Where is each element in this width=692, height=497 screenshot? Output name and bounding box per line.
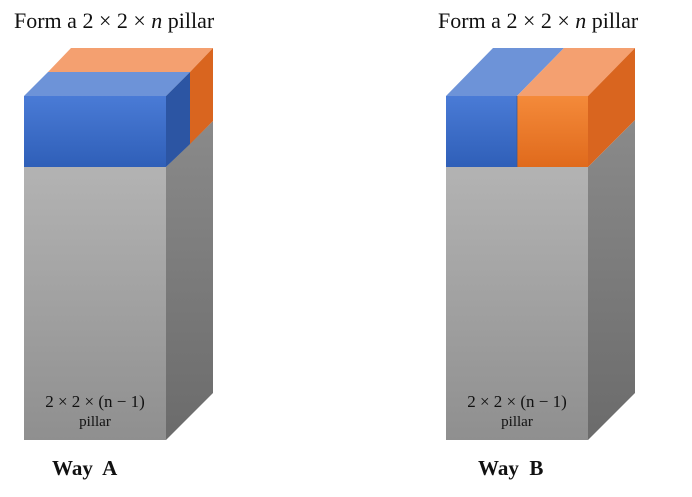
- blue-block-front: [446, 96, 517, 167]
- base-side-face: [588, 120, 635, 440]
- title-prefix: Form a 2 × 2 ×: [14, 8, 152, 33]
- title-way-a: Form a 2 × 2 × n pillar: [14, 8, 214, 34]
- blue-layer-top: [24, 72, 190, 96]
- orange-layer-top: [48, 48, 213, 72]
- blue-layer-side: [166, 72, 190, 167]
- base-label-way-b: 2 × 2 × (n − 1) pillar: [446, 392, 588, 432]
- title-variable: n: [575, 8, 587, 33]
- orange-block-side: [588, 48, 635, 167]
- title-prefix: Form a 2 × 2 ×: [438, 8, 576, 33]
- base-label-line2: pillar: [501, 414, 533, 430]
- base-side-face: [166, 121, 213, 440]
- title-variable: n: [151, 8, 163, 33]
- orange-block-front: [517, 96, 588, 167]
- way-b-label: Way B: [478, 456, 544, 480]
- base-front-face: [24, 167, 166, 440]
- title-way-b: Form a 2 × 2 × n pillar: [438, 8, 638, 34]
- pillar-way-b: [446, 48, 635, 440]
- pillar-way-a: [24, 48, 213, 440]
- base-label-line1: 2 × 2 × (n − 1): [45, 392, 145, 411]
- base-label-line1: 2 × 2 × (n − 1): [467, 392, 567, 411]
- orange-block-top: [517, 48, 635, 96]
- way-a-label: Way A: [52, 456, 118, 480]
- base-label-line2: pillar: [79, 414, 111, 430]
- base-label-way-a: 2 × 2 × (n − 1) pillar: [24, 392, 166, 432]
- orange-layer-side: [190, 48, 213, 144]
- base-front-face: [446, 167, 588, 440]
- title-suffix: pillar: [162, 8, 215, 33]
- title-suffix: pillar: [586, 8, 639, 33]
- blue-layer-front: [24, 96, 166, 167]
- blue-block-top: [446, 48, 564, 96]
